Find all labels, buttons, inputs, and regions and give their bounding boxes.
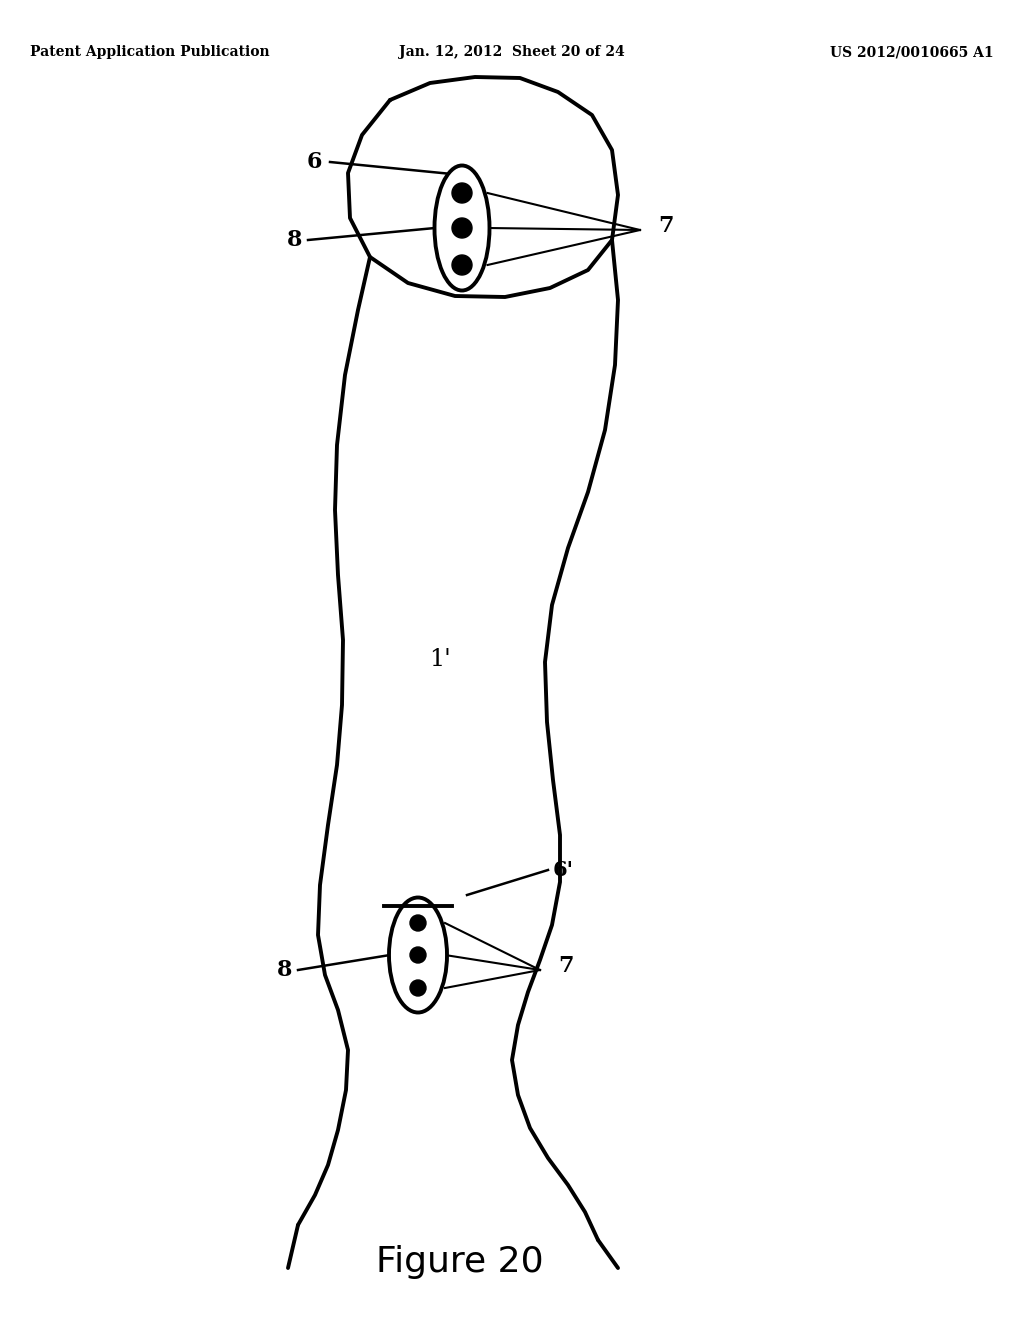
Circle shape (452, 218, 472, 238)
Text: 6': 6' (553, 861, 574, 880)
Text: 8: 8 (276, 960, 292, 981)
Text: 7: 7 (558, 954, 573, 977)
Circle shape (452, 183, 472, 203)
Ellipse shape (434, 165, 489, 290)
Text: Jan. 12, 2012  Sheet 20 of 24: Jan. 12, 2012 Sheet 20 of 24 (399, 45, 625, 59)
Circle shape (410, 946, 426, 964)
Circle shape (410, 979, 426, 997)
Text: 6: 6 (306, 150, 322, 173)
Ellipse shape (389, 898, 447, 1012)
Circle shape (452, 255, 472, 275)
Text: 7: 7 (658, 215, 674, 238)
Text: Figure 20: Figure 20 (376, 1245, 544, 1279)
Text: 1': 1' (429, 648, 451, 672)
Text: US 2012/0010665 A1: US 2012/0010665 A1 (830, 45, 994, 59)
Text: Patent Application Publication: Patent Application Publication (30, 45, 269, 59)
Circle shape (410, 915, 426, 931)
Text: 8: 8 (287, 228, 302, 251)
